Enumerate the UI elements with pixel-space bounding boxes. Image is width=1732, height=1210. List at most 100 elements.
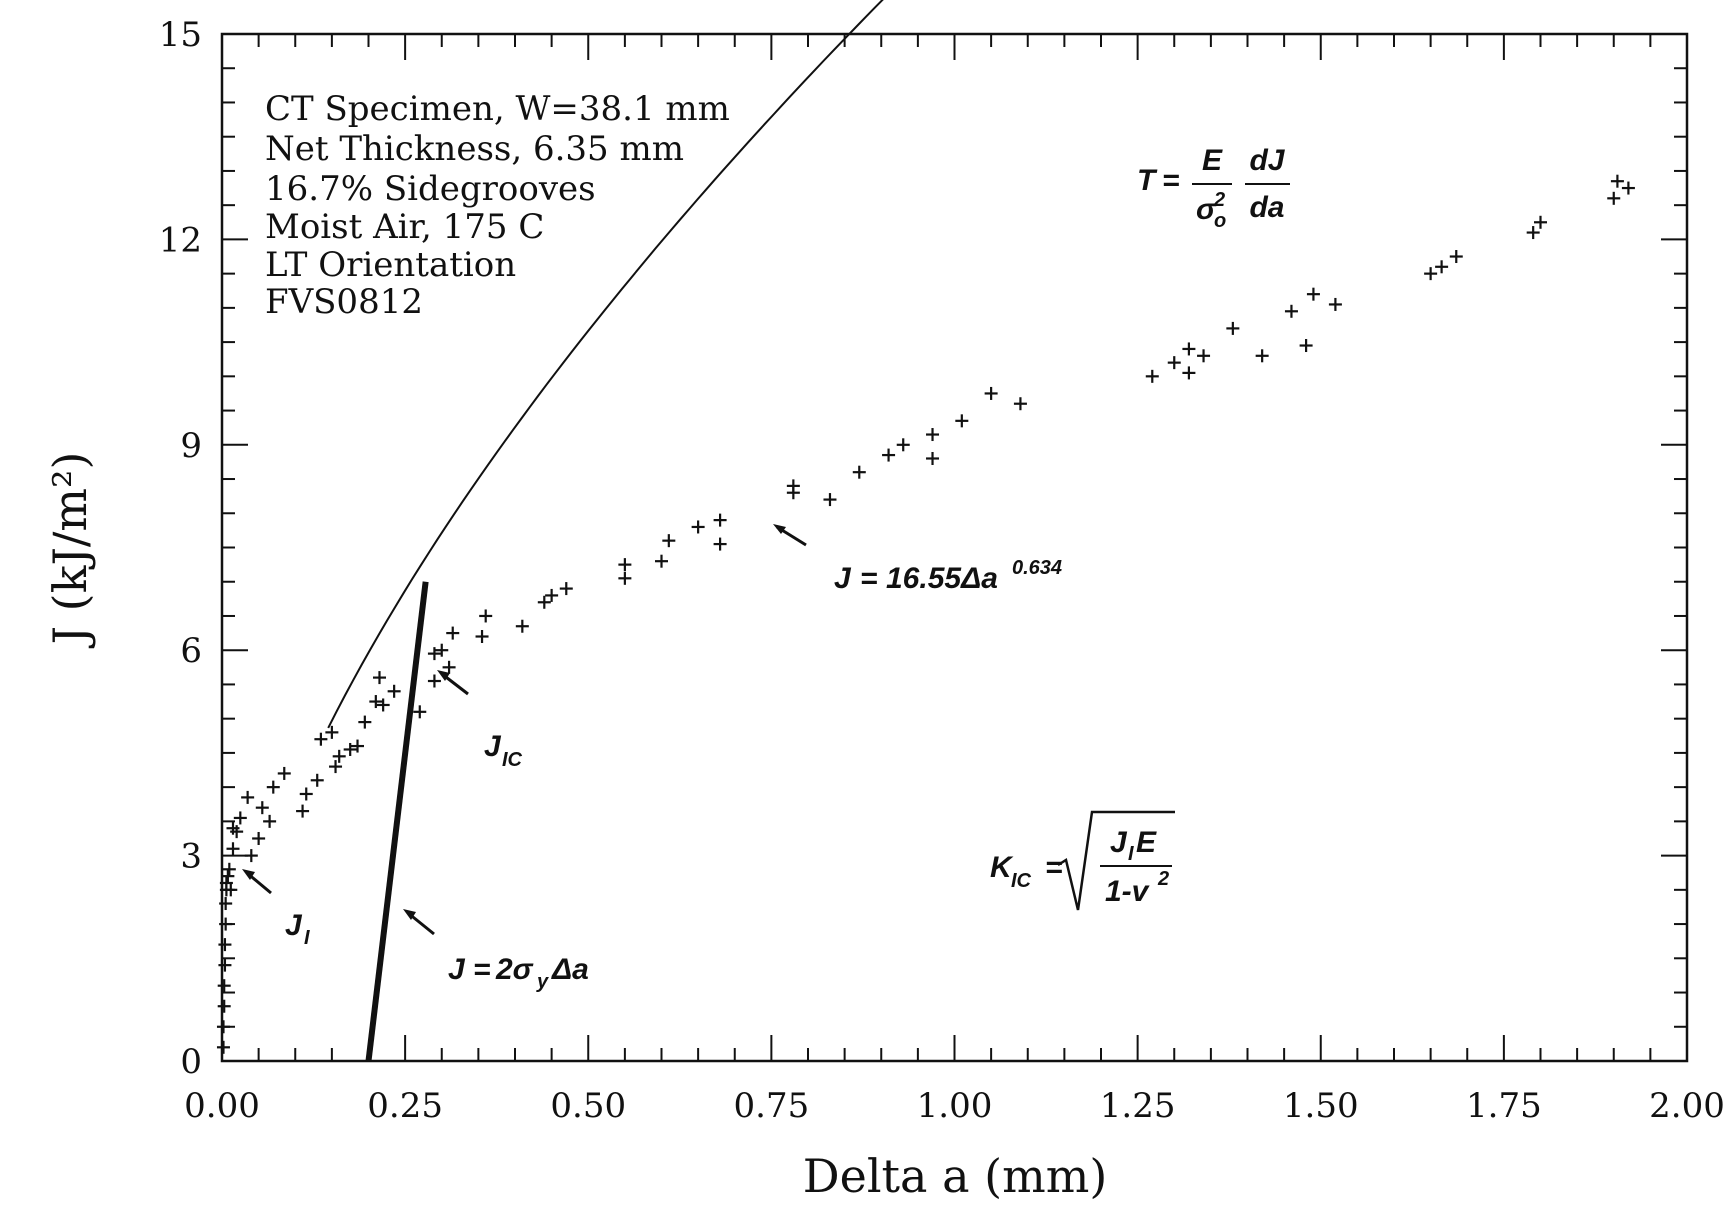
- data-point: [479, 609, 493, 623]
- data-point: [926, 428, 940, 442]
- data-point: [372, 671, 386, 685]
- data-point: [299, 787, 313, 801]
- svg-text:I: I: [1128, 843, 1134, 865]
- data-point: [655, 554, 668, 568]
- fit-curves: [327, 0, 884, 1062]
- info-line: FVS0812: [265, 282, 423, 322]
- x-axis-title: Delta a (mm): [803, 1149, 1108, 1203]
- svg-text:J: J: [1110, 826, 1128, 859]
- y-tick-label: 0: [180, 1042, 202, 1082]
- svg-text:16.55Δa: 16.55Δa: [886, 562, 998, 595]
- data-point: [219, 897, 233, 911]
- svg-text:y: y: [536, 971, 549, 993]
- data-point: [277, 766, 291, 780]
- data-point: [713, 537, 727, 551]
- data-point: [314, 732, 328, 746]
- data-point: [662, 534, 676, 548]
- svg-text:2σ: 2σ: [495, 953, 534, 986]
- data-point: [329, 760, 343, 774]
- data-point: [216, 1020, 230, 1034]
- y-tick-label: 3: [180, 837, 202, 877]
- data-point: [310, 773, 324, 787]
- data-point: [882, 448, 896, 462]
- x-tick-label: 1.50: [1283, 1086, 1359, 1126]
- data-point: [1182, 342, 1196, 356]
- svg-text:=: =: [473, 953, 491, 986]
- data-point: [1145, 369, 1159, 383]
- info-line: LT Orientation: [265, 245, 516, 285]
- x-tick-label: 2.00: [1649, 1086, 1725, 1126]
- data-point: [618, 571, 632, 585]
- svg-text:o: o: [1214, 210, 1226, 232]
- data-point: [1284, 304, 1298, 318]
- data-point: [1197, 349, 1211, 363]
- data-point: [217, 979, 231, 993]
- data-point: [1449, 250, 1463, 264]
- data-point: [263, 814, 277, 828]
- data-point: [1255, 349, 1269, 363]
- data-point: [1306, 287, 1320, 301]
- data-point: [252, 831, 266, 845]
- data-point: [427, 647, 441, 661]
- data-point: [219, 917, 233, 931]
- power-law-fit-curve: [327, 0, 884, 729]
- data-point: [475, 630, 489, 644]
- jic-label: J IC: [437, 670, 523, 771]
- data-point: [1610, 174, 1624, 188]
- data-point: [217, 999, 231, 1013]
- data-point: [216, 1040, 230, 1054]
- data-point: [559, 582, 573, 596]
- data-point: [224, 883, 238, 897]
- data-point: [1328, 297, 1342, 311]
- data-point: [1435, 260, 1449, 274]
- data-point: [226, 842, 240, 856]
- blunting-line-label: J = 2σ y Δa: [403, 909, 589, 993]
- data-point: [618, 558, 632, 572]
- svg-text:J: J: [484, 730, 502, 763]
- svg-text:J: J: [285, 909, 303, 942]
- data-point: [926, 451, 940, 465]
- x-tick-label: 0.00: [184, 1086, 260, 1126]
- data-point: [332, 749, 346, 763]
- svg-text:IC: IC: [502, 749, 523, 771]
- svg-text:2: 2: [1213, 189, 1225, 211]
- data-point: [786, 479, 800, 493]
- data-point: [230, 825, 244, 839]
- data-point: [545, 588, 559, 602]
- data-point: [1424, 267, 1438, 281]
- x-tick-label: 0.75: [734, 1086, 810, 1126]
- data-point: [358, 715, 372, 729]
- y-tick-label: 12: [159, 220, 202, 260]
- data-point: [896, 438, 910, 452]
- data-point: [325, 725, 339, 739]
- power-law-label: J = 16.55Δa 0.634: [773, 524, 1062, 595]
- data-point: [1534, 215, 1547, 229]
- svg-text:T: T: [1137, 164, 1158, 197]
- svg-text:I: I: [304, 927, 310, 949]
- data-point: [221, 869, 235, 883]
- svg-text:2: 2: [1157, 868, 1169, 890]
- data-point: [446, 626, 460, 640]
- data-point: [1621, 181, 1635, 195]
- ji-label: J I: [242, 869, 310, 949]
- data-point: [218, 938, 232, 952]
- data-point: [369, 695, 383, 709]
- y-tick-label: 9: [180, 426, 202, 466]
- svg-text:J: J: [834, 562, 852, 595]
- data-point: [713, 513, 727, 527]
- data-points: [216, 174, 1635, 1054]
- data-point: [255, 801, 269, 815]
- data-point: [1182, 366, 1196, 380]
- data-point: [823, 493, 837, 507]
- data-point: [427, 674, 441, 688]
- data-point: [1607, 191, 1621, 205]
- x-tick-label: 0.25: [367, 1086, 443, 1126]
- svg-text:E: E: [1202, 144, 1223, 177]
- x-tick-label: 1.75: [1466, 1086, 1542, 1126]
- info-box: CT Specimen, W=38.1 mm Net Thickness, 6.…: [265, 89, 730, 322]
- data-point: [387, 684, 401, 698]
- data-point: [691, 520, 705, 534]
- data-point: [244, 849, 258, 863]
- svg-text:σ: σ: [1196, 193, 1217, 226]
- svg-text:IC: IC: [1011, 870, 1032, 892]
